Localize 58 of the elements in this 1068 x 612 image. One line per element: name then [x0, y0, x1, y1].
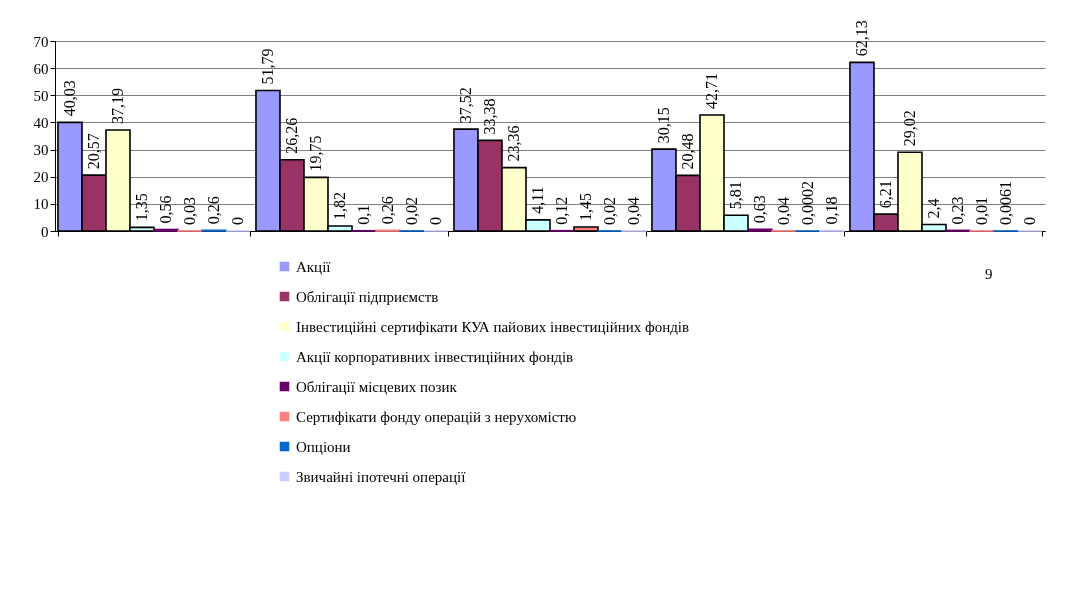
legend-label: Інвестиційні сертифікати КУА пайових інвестиційних фондів: [296, 318, 690, 335]
data-label: 0,0061: [997, 180, 1015, 225]
data-label: 29,02: [900, 110, 918, 147]
data-label: 37,19: [108, 88, 126, 125]
y-tick-label: 60: [33, 60, 49, 77]
data-label: 0,23: [949, 196, 966, 225]
data-label: 23,36: [504, 125, 522, 162]
data-label: 42,71: [702, 73, 720, 110]
data-label: 37,52: [456, 87, 474, 124]
data-label: 0,26: [379, 196, 397, 225]
data-label: 0,01: [973, 196, 991, 225]
data-label: 1,82: [331, 192, 348, 221]
data-label: 0,02: [601, 196, 619, 225]
y-tick-label: 0: [41, 223, 49, 240]
data-label: 0,03: [181, 196, 199, 225]
data-label: 30,15: [654, 107, 672, 144]
data-label: 0,26: [205, 196, 223, 225]
data-label: 62,13: [852, 20, 870, 57]
legend-label: Акції корпоративних інвестиційних фондів: [296, 348, 574, 365]
legend-label: Облігації підприємств: [296, 288, 439, 305]
data-label: 0,04: [775, 196, 793, 225]
text: 9: [985, 266, 993, 283]
data-label: 0,56: [157, 195, 174, 224]
y-tick-label: 10: [33, 196, 49, 213]
legend-label: Звичайні іпотечні операції: [296, 468, 467, 485]
data-label: 5,81: [727, 181, 744, 210]
data-label: 1,45: [577, 193, 595, 222]
data-label: 20,48: [678, 133, 696, 170]
data-label: 0: [229, 217, 247, 225]
data-label: 51,79: [258, 48, 276, 85]
data-label: 0,12: [553, 196, 570, 225]
data-label: 2,4: [925, 198, 942, 219]
data-label: 20,57: [84, 133, 102, 170]
legend-label: Облігації місцевих позик: [296, 378, 458, 395]
data-label: 4,11: [529, 186, 546, 214]
data-label: 0,1: [355, 204, 372, 225]
data-label: 0,0002: [799, 181, 817, 225]
data-label: 0: [1021, 217, 1039, 225]
y-tick-label: 70: [33, 33, 49, 50]
data-label: 40,03: [60, 80, 78, 117]
legend-label: Акції: [296, 258, 332, 275]
data-label: 0: [427, 217, 445, 225]
y-tick-label: 20: [33, 169, 49, 186]
bar: [573, 226, 599, 232]
data-label: 1,35: [133, 193, 150, 222]
data-label: 0,63: [751, 195, 768, 224]
data-label: 0,04: [625, 196, 643, 225]
y-tick-label: 40: [33, 114, 49, 131]
y-tick-label: 50: [33, 87, 49, 104]
data-label: 33,38: [480, 98, 498, 135]
data-label: 0,02: [403, 196, 421, 225]
legend-label: Сертифікати фонду операцій з нерухомістю: [296, 408, 577, 425]
data-label: 19,75: [306, 135, 324, 172]
data-label: 6,21: [876, 180, 894, 209]
data-label: 26,26: [282, 117, 300, 154]
y-tick-label: 30: [33, 142, 49, 159]
data-label: 0,18: [823, 196, 841, 225]
legend-label: Опціони: [296, 438, 351, 455]
